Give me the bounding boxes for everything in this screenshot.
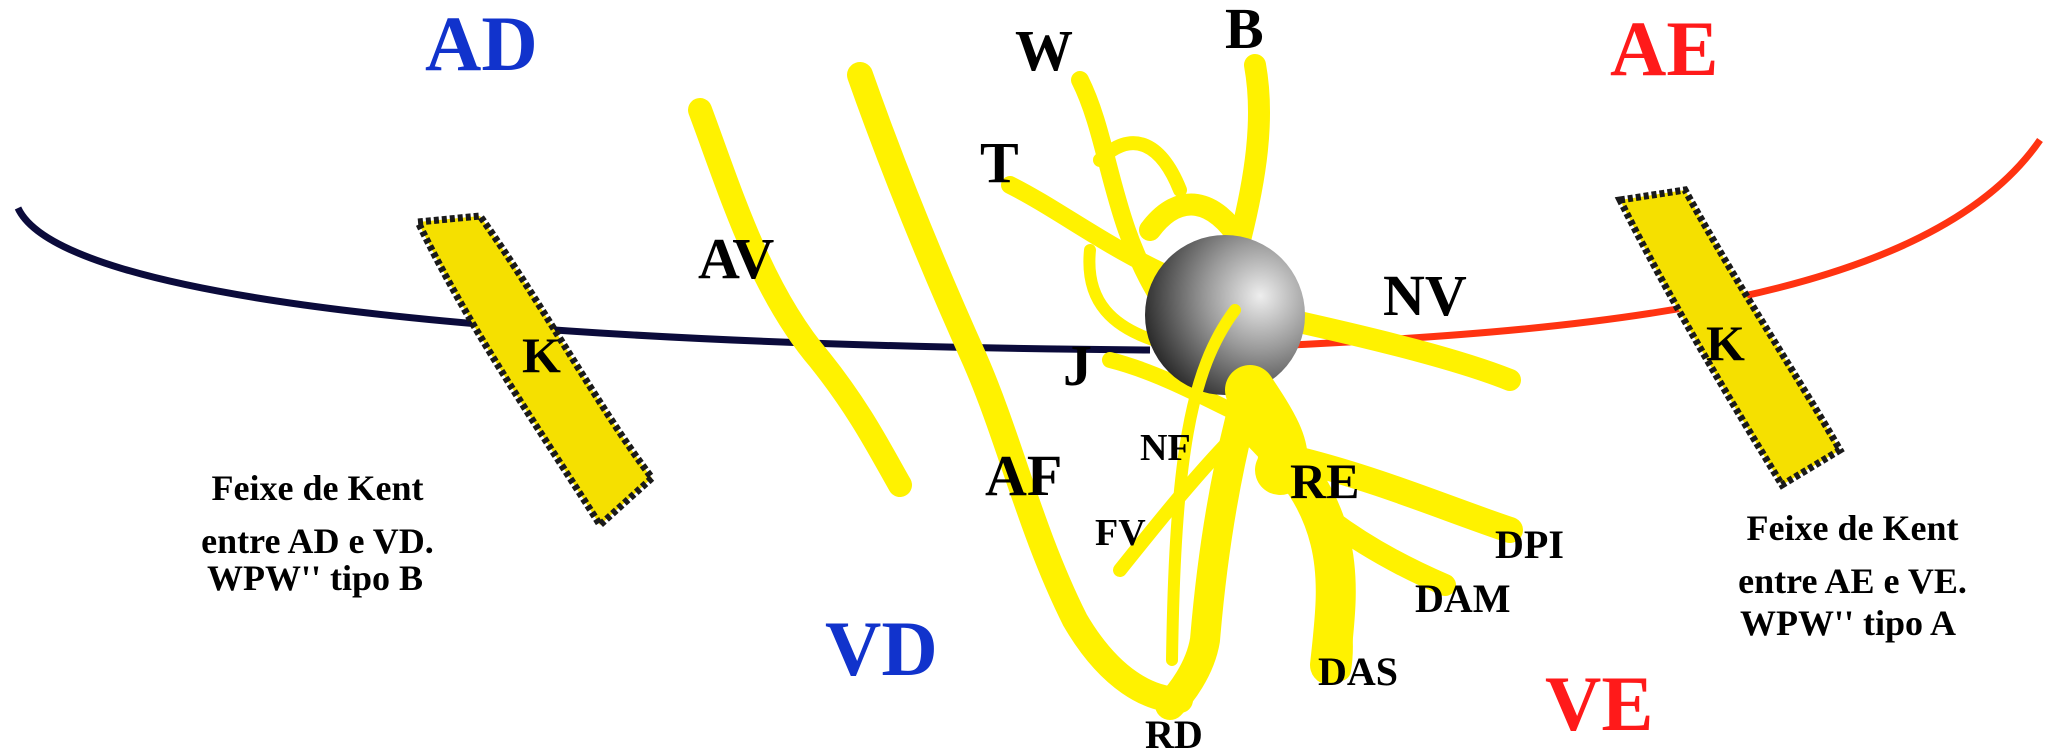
caption-right-line-1: Feixe de Kent <box>1747 508 1959 548</box>
fascicle-dam <box>1319 509 1456 596</box>
label-k-left: K <box>522 327 561 383</box>
caption-left-line-1: Feixe de Kent <box>212 468 424 508</box>
kent-bundle-right <box>1614 186 1845 490</box>
label-nv: NV <box>1383 263 1467 328</box>
label-dpi: DPI <box>1495 522 1564 567</box>
label-af: AF <box>985 443 1062 508</box>
av-ring-right-side <box>14 206 1151 354</box>
tract-b <box>1139 54 1271 251</box>
right-bundle-branch <box>1155 405 1255 720</box>
kent-bundle-left <box>412 212 657 531</box>
label-das: DAS <box>1318 649 1398 694</box>
caption-right-line-3: WPW'' tipo A <box>1740 603 1956 643</box>
fascicle-dpi <box>1287 447 1523 543</box>
label-re: RE <box>1290 453 1359 509</box>
tract-af <box>847 62 1193 713</box>
fascicle-das <box>1319 569 1353 681</box>
label-k-right: K <box>1706 315 1745 371</box>
tract-j <box>1102 352 1238 418</box>
tract-t <box>1001 176 1189 289</box>
label-dam: DAM <box>1415 576 1511 621</box>
caption-left-line-3: WPW'' tipo B <box>207 558 423 598</box>
label-ad: AD <box>425 0 538 87</box>
fiber-nf-vertical <box>1166 304 1241 666</box>
tract-av <box>688 98 912 497</box>
label-ve: VE <box>1545 660 1653 747</box>
label-av: AV <box>698 226 774 291</box>
label-j: J <box>1063 333 1092 398</box>
tract-nv <box>1279 309 1521 391</box>
label-rd: RD <box>1145 712 1203 756</box>
label-nf: NF <box>1140 427 1191 469</box>
caption-left: Feixe de Kent entre AD e VD. WPW'' tipo … <box>201 468 443 598</box>
label-fv: FV <box>1095 512 1146 554</box>
caption-left-line-2: entre AD e VD. <box>201 521 434 561</box>
label-w: W <box>1015 18 1073 83</box>
label-t: T <box>980 130 1019 195</box>
caption-right-line-2: entre AE e VE. <box>1738 561 1967 601</box>
label-ae: AE <box>1610 5 1718 92</box>
label-vd: VD <box>825 605 938 692</box>
label-b: B <box>1225 0 1264 61</box>
tract-w-loop <box>1093 136 1187 197</box>
caption-right: Feixe de Kent entre AE e VE. WPW'' tipo … <box>1738 508 1976 643</box>
